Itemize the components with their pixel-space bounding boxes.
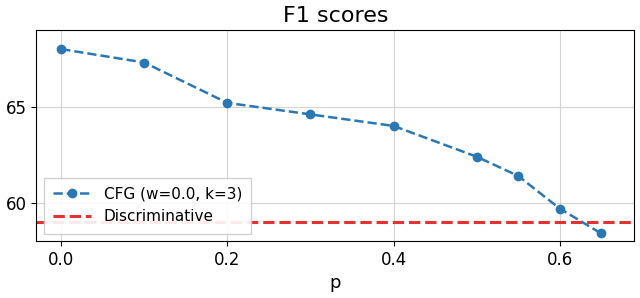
Title: F1 scores: F1 scores xyxy=(283,6,388,26)
CFG (w=0.0, k=3) xyxy=(473,155,481,159)
CFG (w=0.0, k=3) xyxy=(140,61,148,64)
CFG (w=0.0, k=3) xyxy=(58,47,65,51)
CFG (w=0.0, k=3) xyxy=(307,113,314,116)
CFG (w=0.0, k=3) xyxy=(223,101,231,105)
CFG (w=0.0, k=3) xyxy=(390,124,397,128)
X-axis label: p: p xyxy=(330,274,341,292)
CFG (w=0.0, k=3) xyxy=(556,207,563,210)
Line: CFG (w=0.0, k=3): CFG (w=0.0, k=3) xyxy=(57,45,605,238)
Legend: CFG (w=0.0, k=3), Discriminative: CFG (w=0.0, k=3), Discriminative xyxy=(44,178,251,234)
CFG (w=0.0, k=3) xyxy=(597,232,605,235)
CFG (w=0.0, k=3) xyxy=(515,174,522,178)
